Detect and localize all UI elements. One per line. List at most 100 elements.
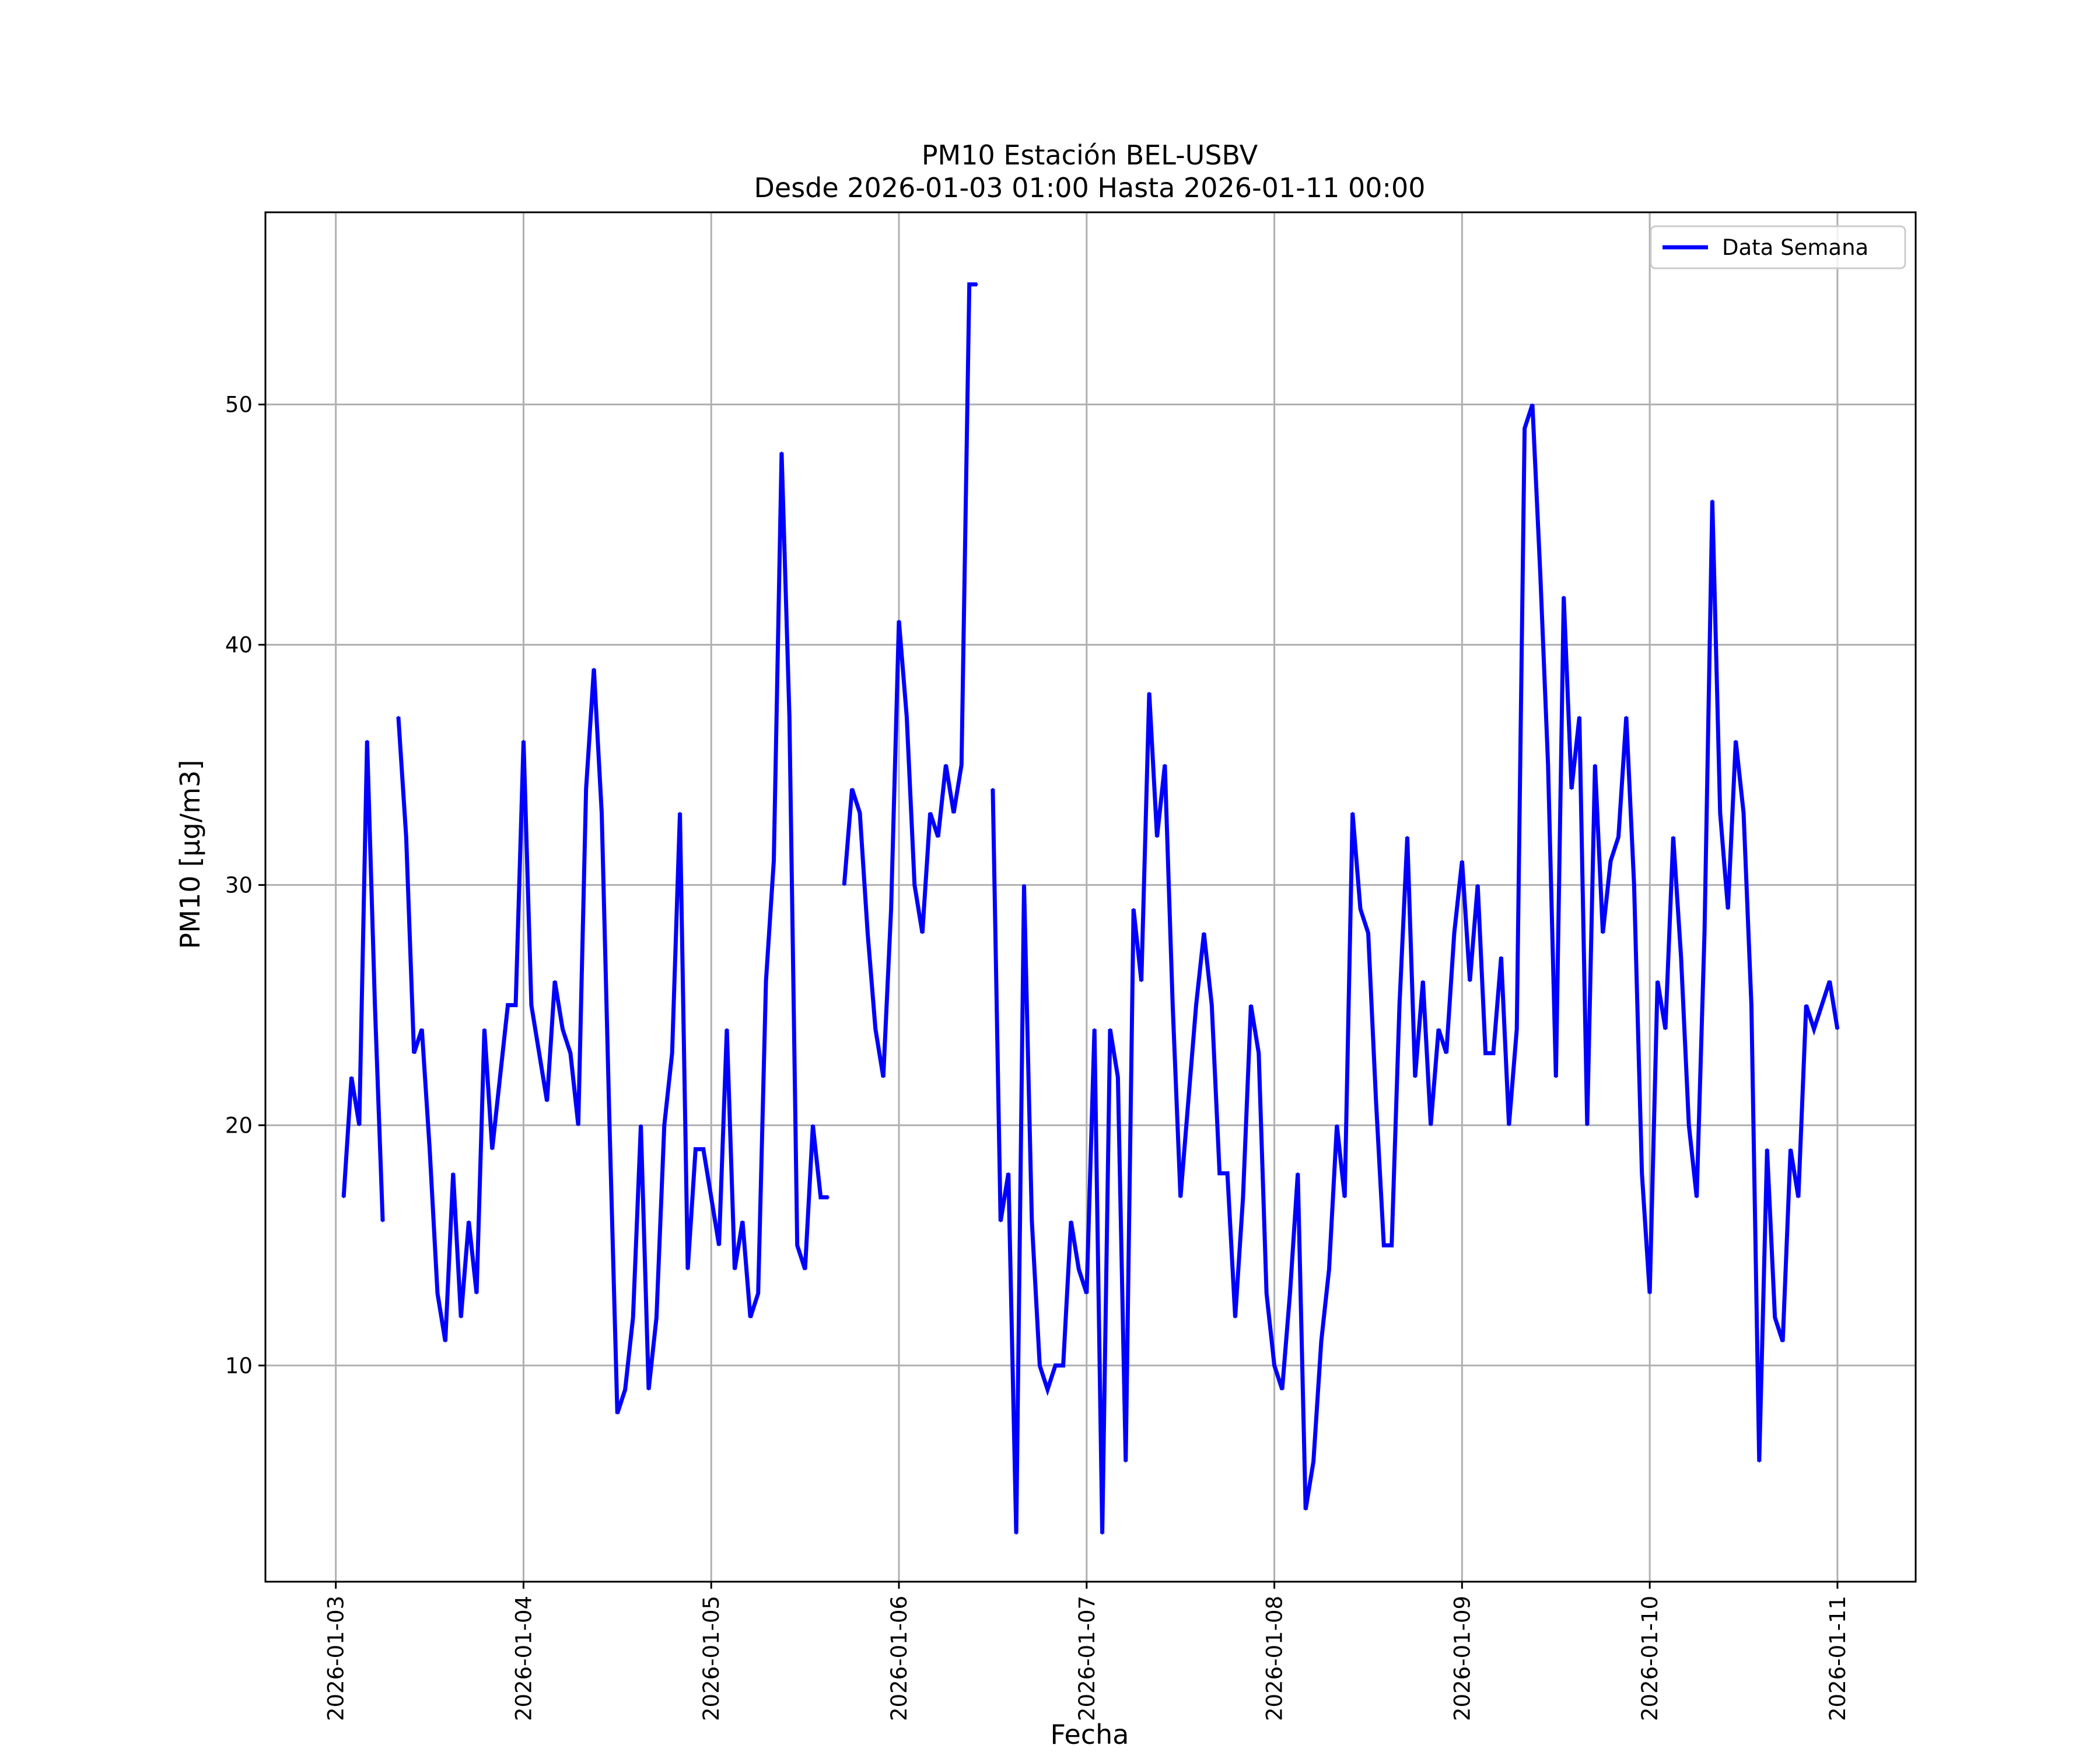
data-point [1312,1460,1315,1463]
data-point [898,619,900,622]
data-point [397,716,400,718]
x-axis-label: Fecha [1051,1719,1129,1750]
data-point [1563,595,1565,598]
data-point [1391,1244,1393,1246]
data-point [1492,1052,1494,1054]
data-point [1547,763,1549,766]
chart-subtitle: Desde 2026-01-03 01:00 Hasta 2026-01-11 … [754,172,1425,204]
data-point [1829,980,1831,982]
data-point [804,1269,806,1270]
data-point [1602,932,1604,934]
data-point [593,668,595,670]
series-layer [341,282,1840,1535]
data-point [632,1316,634,1319]
data-point [405,836,407,838]
data-point [820,1196,822,1199]
data-point [1618,836,1619,838]
data-point [1711,499,1713,502]
data-point [577,1124,579,1126]
data-point [1586,1124,1588,1126]
data-point [976,283,978,286]
data-point [773,860,775,862]
x-tick-label: 2026-01-03 [324,1596,349,1721]
data-point [523,740,524,742]
data-point [452,1172,454,1175]
data-point [992,788,994,790]
data-point [1727,908,1729,910]
y-tick-label: 30 [225,873,253,898]
data-point [1524,428,1526,430]
data-point [569,1052,572,1054]
data-point [351,1076,352,1078]
data-point [1015,1533,1017,1535]
data-point [1359,908,1362,910]
data-point [1156,836,1158,838]
y-axis-label: PM10 [µg/m3] [174,760,206,949]
data-point [374,1004,376,1006]
data-point [866,932,869,934]
x-tick-label: 2026-01-04 [511,1596,536,1721]
data-point [1195,1004,1197,1006]
data-point [601,812,603,814]
data-point [1813,1028,1815,1031]
data-point [1758,1460,1760,1463]
data-point [1766,1148,1768,1150]
data-point [1265,1292,1268,1295]
data-point [1023,884,1025,886]
data-point [1187,1100,1189,1102]
data-point [585,788,587,790]
data-point [1688,1124,1690,1126]
data-point [905,716,908,718]
data-point [1038,1364,1041,1366]
data-point [491,1148,494,1150]
data-point [1234,1316,1236,1319]
x-tick-label: 2026-01-11 [1825,1596,1850,1721]
data-point [1242,1196,1244,1199]
data-point [1171,1004,1174,1006]
data-point [608,1124,611,1126]
data-point [1539,572,1541,574]
data-point [1164,763,1166,766]
data-point [1648,1292,1651,1295]
data-point [436,1292,439,1295]
data-point [640,1124,642,1126]
y-tick-label: 40 [225,632,253,657]
data-point [1148,692,1150,694]
data-point [1437,1028,1440,1031]
data-point [1836,1028,1839,1031]
data-point [1696,1196,1698,1199]
data-point [788,716,790,718]
data-point [546,1100,548,1102]
data-point [475,1292,478,1295]
data-point [1086,1292,1088,1295]
data-point [960,763,963,766]
data-point [671,1052,673,1054]
data-point [1046,1389,1049,1390]
data-point [1625,716,1628,718]
data-point [1289,1292,1291,1295]
data-point [1343,1196,1346,1199]
data-point [1304,1508,1307,1511]
data-point [1109,1028,1111,1031]
data-point [1336,1124,1338,1126]
data-point [679,812,681,814]
data-point [953,812,955,814]
y-tick-label: 50 [225,393,253,418]
data-point [1070,1220,1072,1222]
data-point [1203,932,1205,934]
data-point [1320,1340,1322,1343]
data-point [726,1028,728,1031]
data-point [1132,908,1135,910]
data-point [1633,884,1635,886]
data-point [514,1004,517,1006]
data-point [413,1052,415,1054]
data-point [1414,1076,1416,1078]
data-point [1476,884,1479,886]
data-point [1641,1172,1643,1175]
data-point [616,1413,618,1415]
data-point [1508,1124,1510,1126]
data-point [1210,1004,1213,1006]
data-point [648,1389,650,1390]
data-point [1062,1364,1065,1366]
data-point [694,1148,696,1150]
